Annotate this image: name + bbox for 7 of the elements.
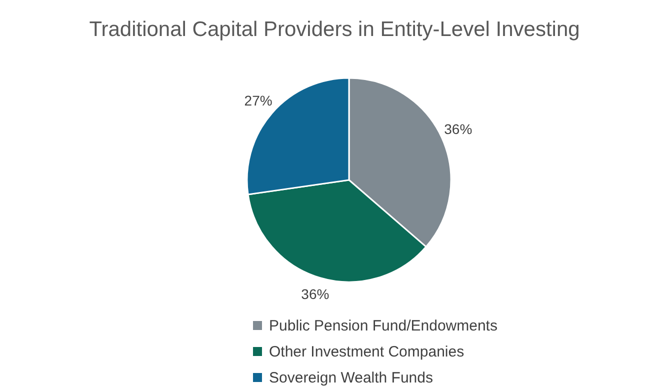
data-label: 27% bbox=[244, 92, 272, 108]
data-label: 36% bbox=[301, 286, 330, 302]
legend-label: Sovereign Wealth Funds bbox=[269, 370, 433, 386]
chart-title: Traditional Capital Providers in Entity-Level Investing bbox=[89, 18, 580, 41]
data-label: 36% bbox=[444, 121, 472, 138]
legend-label: Other Investment Companies bbox=[269, 344, 464, 360]
legend-label: Public Pension Fund/Endowments bbox=[269, 318, 498, 334]
